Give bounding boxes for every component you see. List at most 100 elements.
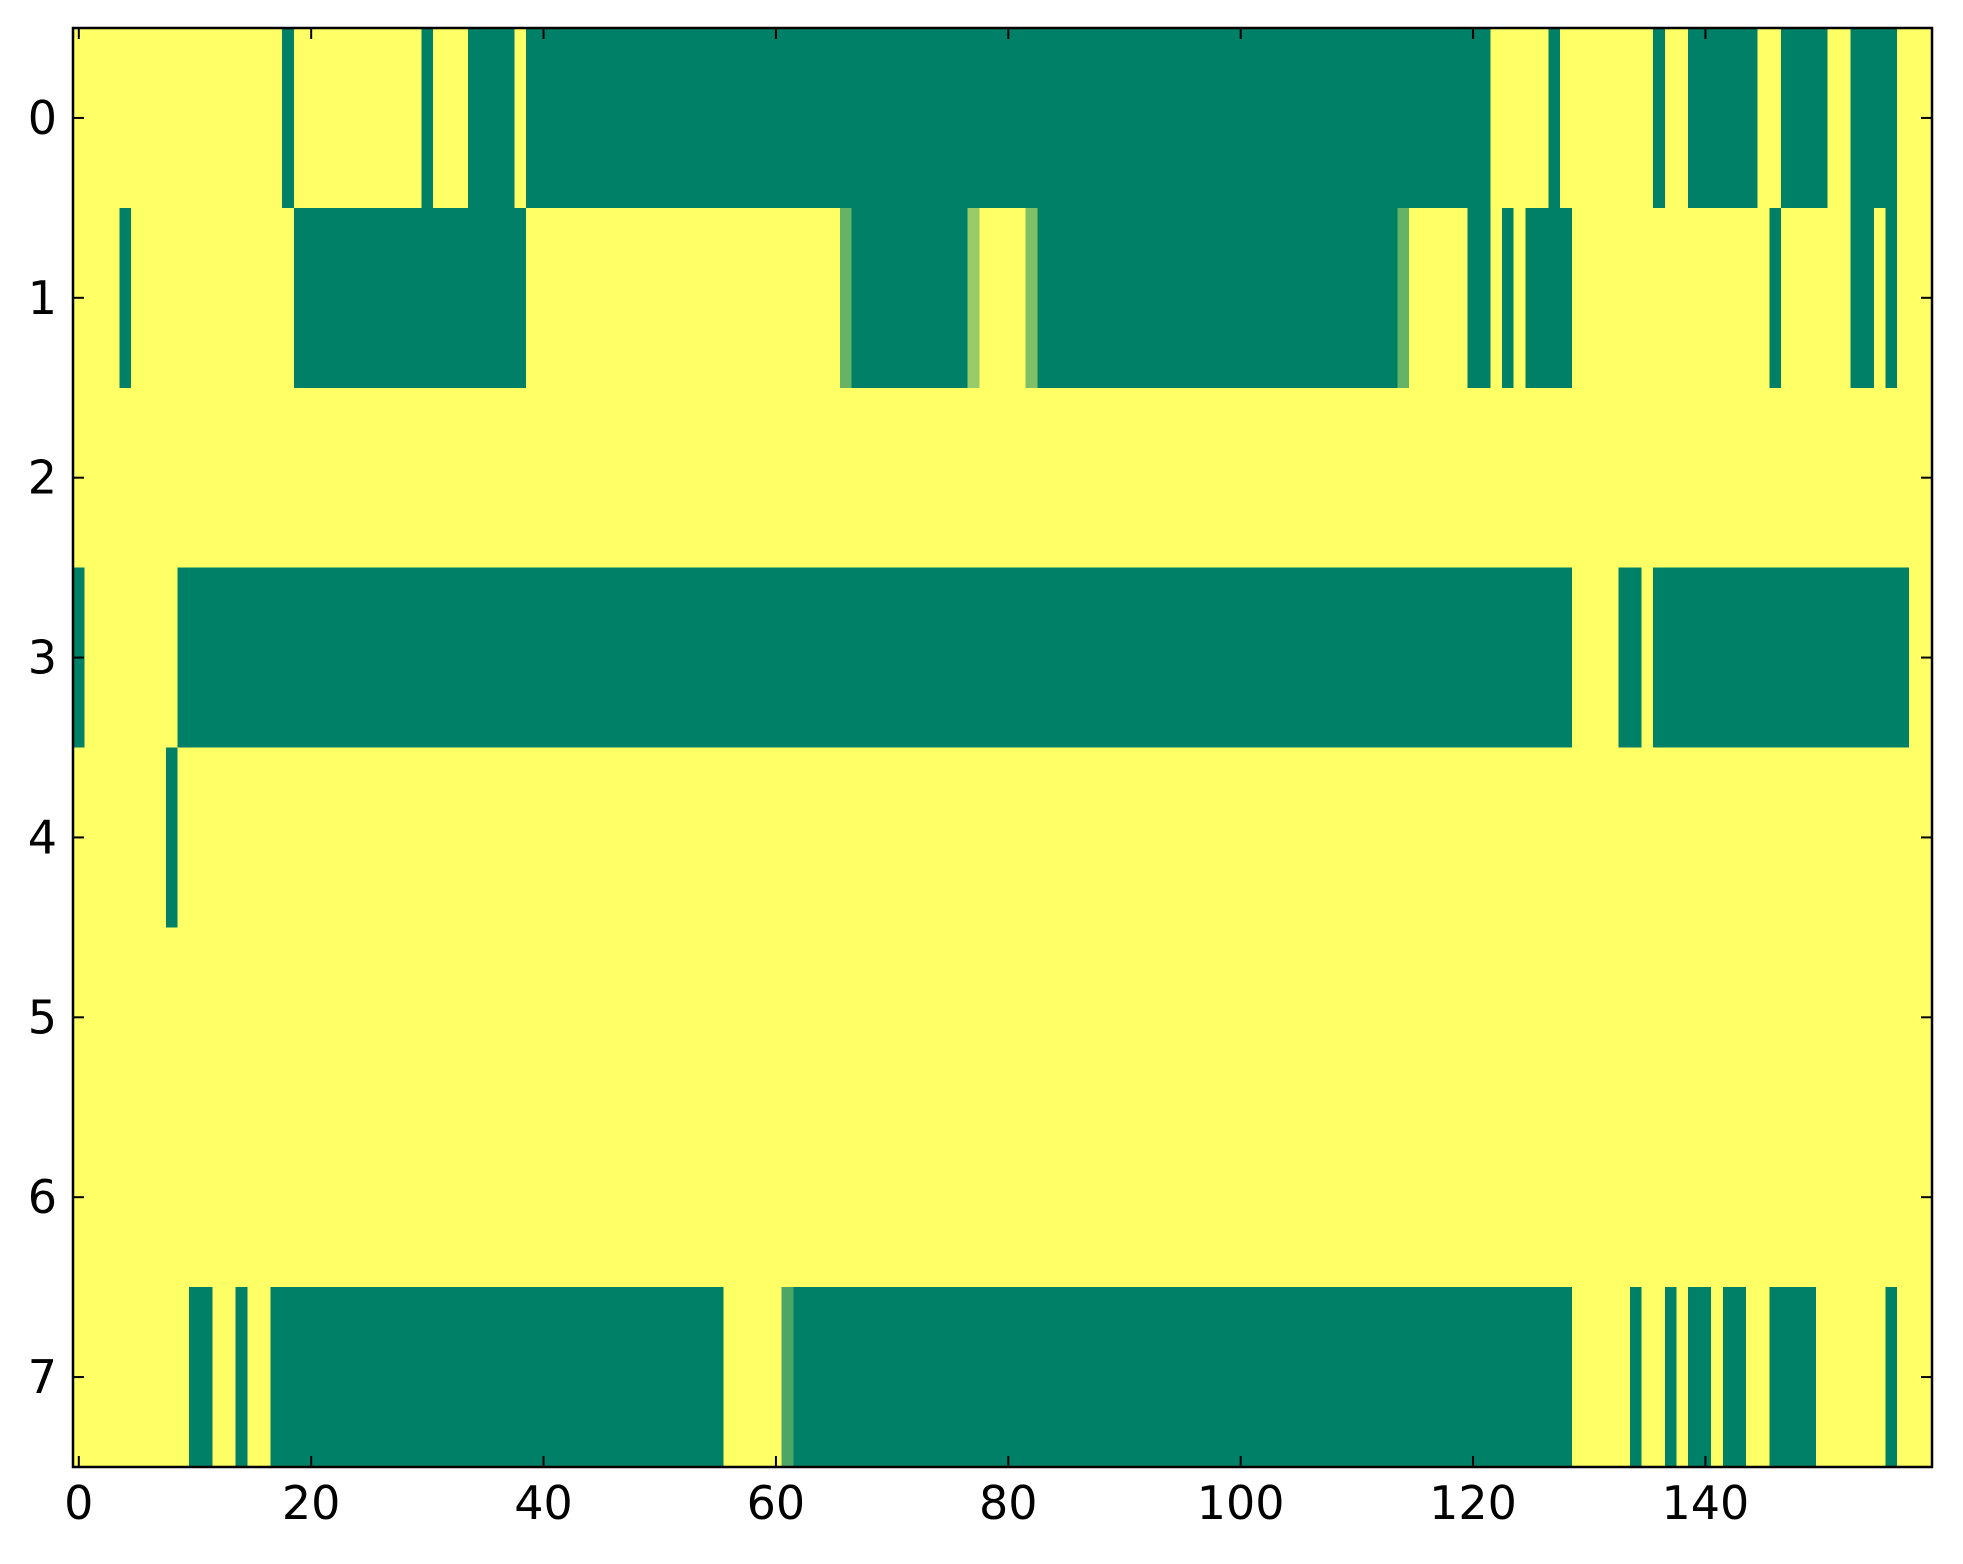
heatmap-cell — [293, 1107, 306, 1288]
heatmap-cell — [456, 1287, 469, 1468]
heatmap-cell — [1897, 28, 1910, 209]
heatmap-cell — [1141, 387, 1155, 569]
heatmap-cell — [1513, 1287, 1526, 1468]
heatmap-cell — [1769, 567, 1782, 749]
heatmap-cell — [1780, 567, 1794, 749]
heatmap-cell — [1525, 1107, 1538, 1288]
heatmap-cell — [1223, 567, 1236, 749]
heatmap-cell — [921, 207, 934, 389]
heatmap-cell — [1804, 567, 1817, 749]
heatmap-cell — [247, 1287, 260, 1468]
heatmap-cell — [409, 747, 423, 928]
heatmap-cell — [212, 1287, 225, 1468]
heatmap-cell — [804, 567, 818, 749]
heatmap-cell — [247, 387, 260, 569]
heatmap-cell — [1664, 387, 1677, 569]
heatmap-cell — [967, 28, 980, 209]
heatmap-cell — [642, 28, 655, 209]
heatmap-cell — [1025, 1107, 1038, 1288]
heatmap-cell — [804, 207, 818, 389]
heatmap-cell — [1362, 747, 1375, 928]
heatmap-cell — [1176, 1107, 1189, 1288]
heatmap-cell — [874, 567, 887, 749]
heatmap-cell — [653, 747, 667, 928]
heatmap-cell — [607, 28, 620, 209]
heatmap-cell — [1780, 28, 1794, 209]
heatmap-cell — [1746, 387, 1759, 569]
heatmap-cell — [1072, 28, 1085, 209]
heatmap-cell — [1153, 207, 1166, 389]
heatmap-cell — [351, 1107, 365, 1288]
heatmap-cell — [224, 567, 237, 749]
heatmap-cell — [874, 1287, 887, 1468]
heatmap-cell — [1850, 1287, 1863, 1468]
heatmap-cell — [1281, 387, 1294, 569]
heatmap-cell — [1025, 207, 1038, 389]
heatmap-cell — [1165, 747, 1178, 928]
heatmap-cell — [1815, 927, 1829, 1108]
heatmap-cell — [653, 28, 667, 209]
heatmap-cell — [1897, 567, 1910, 749]
heatmap-cell — [816, 747, 829, 928]
heatmap-cell — [1409, 747, 1422, 928]
heatmap-cell — [1850, 207, 1863, 389]
heatmap-cell — [1374, 1287, 1387, 1468]
heatmap-cell — [1862, 28, 1875, 209]
heatmap-cell — [1850, 387, 1863, 569]
heatmap-cell — [584, 567, 597, 749]
heatmap-cell — [1130, 387, 1143, 569]
heatmap-cell — [1490, 567, 1503, 749]
heatmap-cell — [1653, 1107, 1666, 1288]
heatmap-cell — [1571, 747, 1585, 928]
heatmap-cell — [1525, 567, 1538, 749]
heatmap-cell — [653, 207, 667, 389]
heatmap-cell — [1908, 747, 1921, 928]
heatmap-cell — [1873, 1107, 1887, 1288]
heatmap-cell — [1780, 1287, 1794, 1468]
heatmap-cell — [723, 1107, 736, 1288]
heatmap-cell — [154, 28, 167, 209]
heatmap-cell — [1292, 567, 1306, 749]
heatmap-cell — [781, 28, 794, 209]
heatmap-cell — [491, 387, 504, 569]
heatmap-cell — [1234, 1287, 1248, 1468]
heatmap-cell — [526, 927, 539, 1108]
heatmap-cell — [1060, 747, 1073, 928]
heatmap-cell — [665, 387, 678, 569]
heatmap-cell — [1397, 1287, 1410, 1468]
heatmap-cell — [1595, 927, 1608, 1108]
heatmap-cell — [1699, 387, 1712, 569]
heatmap-cell — [1536, 28, 1550, 209]
heatmap-cell — [863, 207, 876, 389]
heatmap-cell — [502, 207, 516, 389]
heatmap-cell — [874, 1107, 887, 1288]
heatmap-cell — [340, 567, 353, 749]
heatmap-cell — [595, 207, 609, 389]
heatmap-cell — [1397, 207, 1410, 389]
heatmap-cell — [781, 1107, 794, 1288]
heatmap-cell — [1548, 1107, 1561, 1288]
heatmap-cell — [351, 1287, 365, 1468]
heatmap-cell — [1060, 567, 1073, 749]
heatmap-cell — [1862, 207, 1875, 389]
heatmap-cell — [1583, 28, 1596, 209]
heatmap-cell — [1107, 28, 1120, 209]
heatmap-cell — [828, 1287, 841, 1468]
heatmap-cell — [1281, 747, 1294, 928]
heatmap-cell — [468, 747, 481, 928]
heatmap-cell — [491, 207, 504, 389]
heatmap-cell — [1641, 747, 1654, 928]
heatmap-cell — [282, 927, 295, 1108]
heatmap-cell — [258, 927, 272, 1108]
x-tick-label: 140 — [1662, 1476, 1750, 1530]
heatmap-cell — [1188, 927, 1201, 1108]
heatmap-cell — [363, 927, 376, 1108]
heatmap-cell — [839, 28, 853, 209]
heatmap-cell — [1339, 567, 1352, 749]
heatmap-cell — [1467, 28, 1480, 209]
heatmap-cell — [1490, 207, 1503, 389]
heatmap-cell — [1281, 927, 1294, 1108]
heatmap-cell — [677, 927, 690, 1108]
heatmap-cell — [1292, 28, 1306, 209]
